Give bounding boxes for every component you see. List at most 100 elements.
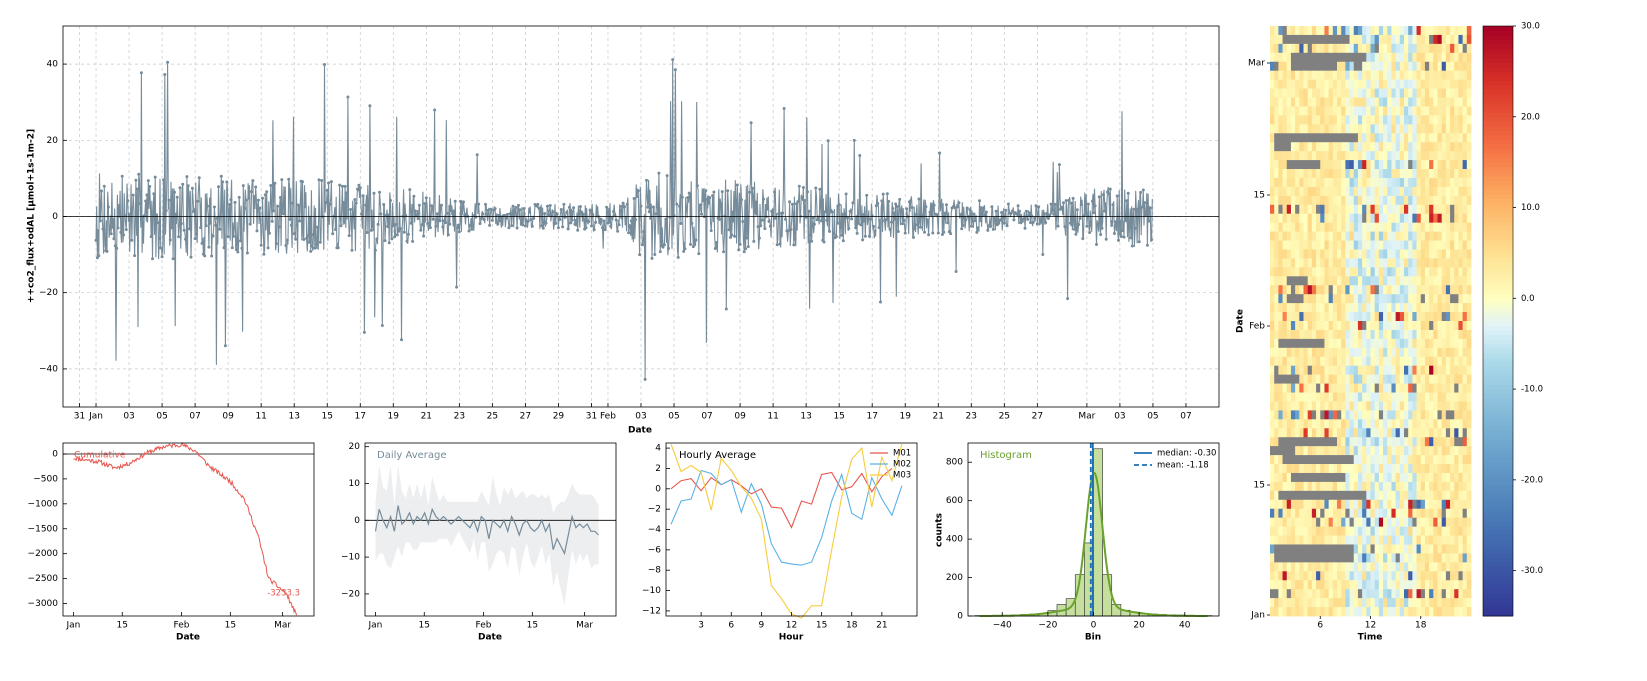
- heatmap-cell: [1324, 285, 1330, 295]
- heatmap-cell: [1282, 276, 1288, 286]
- heatmap-cell: [1282, 303, 1288, 313]
- heatmap-cell: [1429, 446, 1434, 456]
- heatmap-cell: [1278, 392, 1283, 402]
- heatmap-cell: [1341, 249, 1346, 259]
- heatmap-cell: [1404, 52, 1409, 63]
- heatmap-cell: [1416, 204, 1422, 215]
- x-tick-label: 18: [1415, 621, 1427, 631]
- heatmap-cell: [1383, 43, 1388, 54]
- heatmap-cell: [1299, 419, 1304, 429]
- colorbar-segment: [1483, 361, 1513, 367]
- heatmap-cell: [1311, 580, 1317, 590]
- heatmap-cell: [1349, 70, 1355, 81]
- heatmap-cell: [1328, 329, 1334, 340]
- heatmap-cell: [1424, 26, 1430, 36]
- heatmap-cell: [1332, 526, 1338, 536]
- heatmap-cell: [1370, 70, 1376, 81]
- colorbar-segment: [1483, 302, 1513, 308]
- heatmap-cell: [1332, 446, 1338, 456]
- heatmap-cell: [1416, 374, 1422, 384]
- heatmap-cell: [1311, 481, 1317, 492]
- heatmap-cell: [1454, 580, 1459, 590]
- heatmap-cell: [1445, 34, 1451, 45]
- heatmap-cell: [1299, 580, 1304, 590]
- heatmap-cell: [1433, 517, 1438, 528]
- heatmap-cell: [1429, 312, 1434, 322]
- heatmap-cell: [1370, 285, 1376, 295]
- colorbar-segment: [1483, 162, 1513, 168]
- heatmap-cell: [1295, 267, 1300, 277]
- heatmap-cell: [1429, 499, 1434, 510]
- heatmap-cell: [1349, 186, 1355, 197]
- heatmap-cell: [1366, 240, 1371, 250]
- heatmap-cell: [1374, 249, 1380, 259]
- heatmap-cell: [1299, 517, 1304, 528]
- heatmap-cell: [1441, 365, 1447, 376]
- heatmap-cell: [1290, 401, 1296, 411]
- x-tick-label: 17: [355, 412, 366, 422]
- heatmap-cell: [1290, 607, 1296, 617]
- heatmap-cell: [1466, 133, 1472, 143]
- heatmap-cell: [1303, 258, 1309, 268]
- heatmap-cell: [1311, 446, 1317, 456]
- heatmap-cell: [1278, 571, 1283, 581]
- heatmap-cell: [1324, 383, 1330, 393]
- heatmap-cell: [1337, 303, 1342, 313]
- heatmap-cell: [1299, 544, 1304, 554]
- heatmap-cell: [1303, 374, 1309, 384]
- heatmap-cell: [1458, 455, 1464, 465]
- heatmap-cell: [1295, 329, 1300, 340]
- heatmap-cell: [1370, 580, 1376, 590]
- heatmap-cell: [1357, 231, 1363, 241]
- heatmap-cell: [1378, 204, 1384, 215]
- heatmap-cell: [1462, 455, 1468, 465]
- heatmap-cell: [1362, 356, 1367, 367]
- x-tick-label: −40: [993, 621, 1012, 631]
- heatmap-cell: [1362, 321, 1367, 331]
- colorbar-segment: [1483, 103, 1513, 109]
- heatmap-cell: [1429, 34, 1434, 45]
- heatmap-cell: [1433, 79, 1438, 89]
- heatmap-cell: [1412, 133, 1417, 143]
- heatmap-cell: [1466, 526, 1472, 536]
- heatmap-cell: [1387, 598, 1392, 608]
- heatmap-cell: [1282, 285, 1288, 295]
- heatmap-cell: [1337, 222, 1342, 233]
- heatmap-cell: [1399, 455, 1405, 465]
- heatmap-cell: [1437, 508, 1443, 519]
- colorbar-segment: [1483, 289, 1513, 295]
- heatmap-cell: [1320, 88, 1325, 98]
- heatmap-cell: [1433, 222, 1438, 233]
- heatmap-cell: [1295, 562, 1300, 572]
- heatmap-cell: [1270, 160, 1275, 170]
- heatmap-cell: [1429, 70, 1434, 81]
- heatmap-cell: [1450, 195, 1455, 206]
- heatmap-cell: [1370, 598, 1376, 608]
- heatmap-cell: [1337, 338, 1342, 349]
- heatmap-cell: [1353, 258, 1359, 268]
- heatmap-cell: [1399, 195, 1405, 206]
- heatmap-cell: [1399, 88, 1405, 98]
- heatmap-cell: [1278, 499, 1283, 510]
- heatmap-cell: [1278, 535, 1283, 545]
- colorbar-tick-label: 20.0: [1521, 112, 1540, 122]
- heatmap-cell: [1303, 133, 1309, 143]
- heatmap-cell: [1374, 401, 1380, 411]
- heatmap-cell: [1366, 79, 1371, 89]
- heatmap-cell: [1332, 115, 1338, 125]
- heatmap-cell: [1362, 455, 1367, 465]
- heatmap-cell: [1429, 589, 1434, 599]
- heatmap-cell: [1433, 553, 1438, 563]
- heatmap-cell: [1324, 499, 1330, 510]
- heatmap-cell: [1337, 455, 1342, 465]
- heatmap-cell: [1274, 26, 1279, 36]
- heatmap-cell: [1404, 535, 1409, 545]
- heatmap-cell: [1303, 160, 1309, 170]
- heatmap-cell: [1404, 124, 1409, 134]
- heatmap-cell: [1424, 195, 1430, 206]
- heatmap-cell: [1424, 34, 1430, 45]
- heatmap-cell: [1324, 410, 1330, 420]
- heatmap-cell: [1416, 526, 1422, 536]
- heatmap-cell: [1290, 553, 1296, 563]
